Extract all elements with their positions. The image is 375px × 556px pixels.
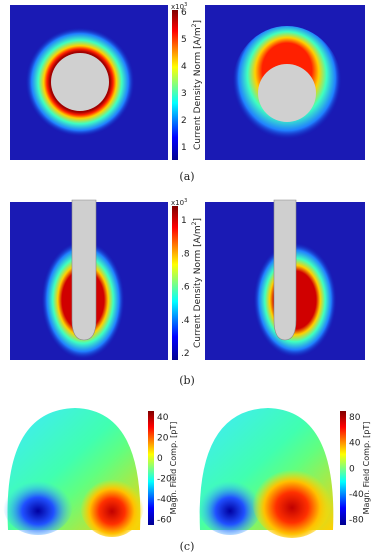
colorbar-tick-label: 5 [181,35,187,45]
colorbar [148,411,154,525]
colorbar [172,206,178,360]
colorbar-label: Magn. Field Comp. [pT] [169,422,178,515]
colorbar-exponent: x103 [171,198,187,207]
colorbar-tick-label: 3 [181,89,187,99]
caption: (c) [180,540,195,553]
colorbar-tick-label: 40 [157,413,169,423]
colorbar-exponent: x103 [171,2,187,11]
label-power: 2 [191,221,198,225]
colorbar-label: Current Density Norm [A/m2] [191,20,203,150]
panel-c-images [3,408,334,538]
label-text: Magn. Field Comp. [pT] [169,422,178,515]
colorbar-tick-label: .6 [181,283,190,293]
colorbar-tick-label: 6 [181,8,187,18]
colorbar-tick-label: -20 [157,475,172,485]
colorbar-tick-label: 80 [349,413,361,423]
label-power: 2 [191,23,198,27]
colorbar-tick-label: .2 [181,349,190,359]
label-text: Magn. Field Comp. [pT] [362,422,371,515]
colorbar-tick-label: -40 [349,490,364,500]
colorbar-tick-label: 1 [181,216,187,226]
label-text: Current Density Norm [A/m [193,225,203,348]
colorbar-tick-label: -60 [157,516,172,526]
colorbar-tick-label: -40 [157,495,172,505]
colorbar-label: Current Density Norm [A/m2] [191,218,203,348]
label-end: ] [193,218,203,222]
colorbar-tick-label: 4 [181,62,187,72]
colorbar-tick-label: 20 [157,434,169,444]
panel-a-images [10,5,365,160]
colorbar-tick-label: 0 [349,464,355,474]
exponent-power: 3 [184,2,187,8]
label-text: Current Density Norm [A/m [193,27,203,150]
colorbar-tick-label: 2 [181,116,187,126]
colorbar-tick-label: .4 [181,316,190,326]
colorbar-tick-label: 1 [181,143,187,153]
caption: (a) [179,170,194,183]
label-end: ] [193,20,203,24]
colorbar-tick-label: 40 [349,439,361,449]
caption: (b) [179,374,195,387]
colorbar [340,411,346,525]
colorbar [172,10,178,160]
exponent-power: 3 [184,198,187,204]
panel-b-images [10,199,365,360]
colorbar-tick-label: 0 [157,454,163,464]
colorbar-tick-label: -80 [349,516,364,526]
colorbar-label: Magn. Field Comp. [pT] [362,422,371,515]
colorbar-tick-label: .8 [181,249,190,259]
